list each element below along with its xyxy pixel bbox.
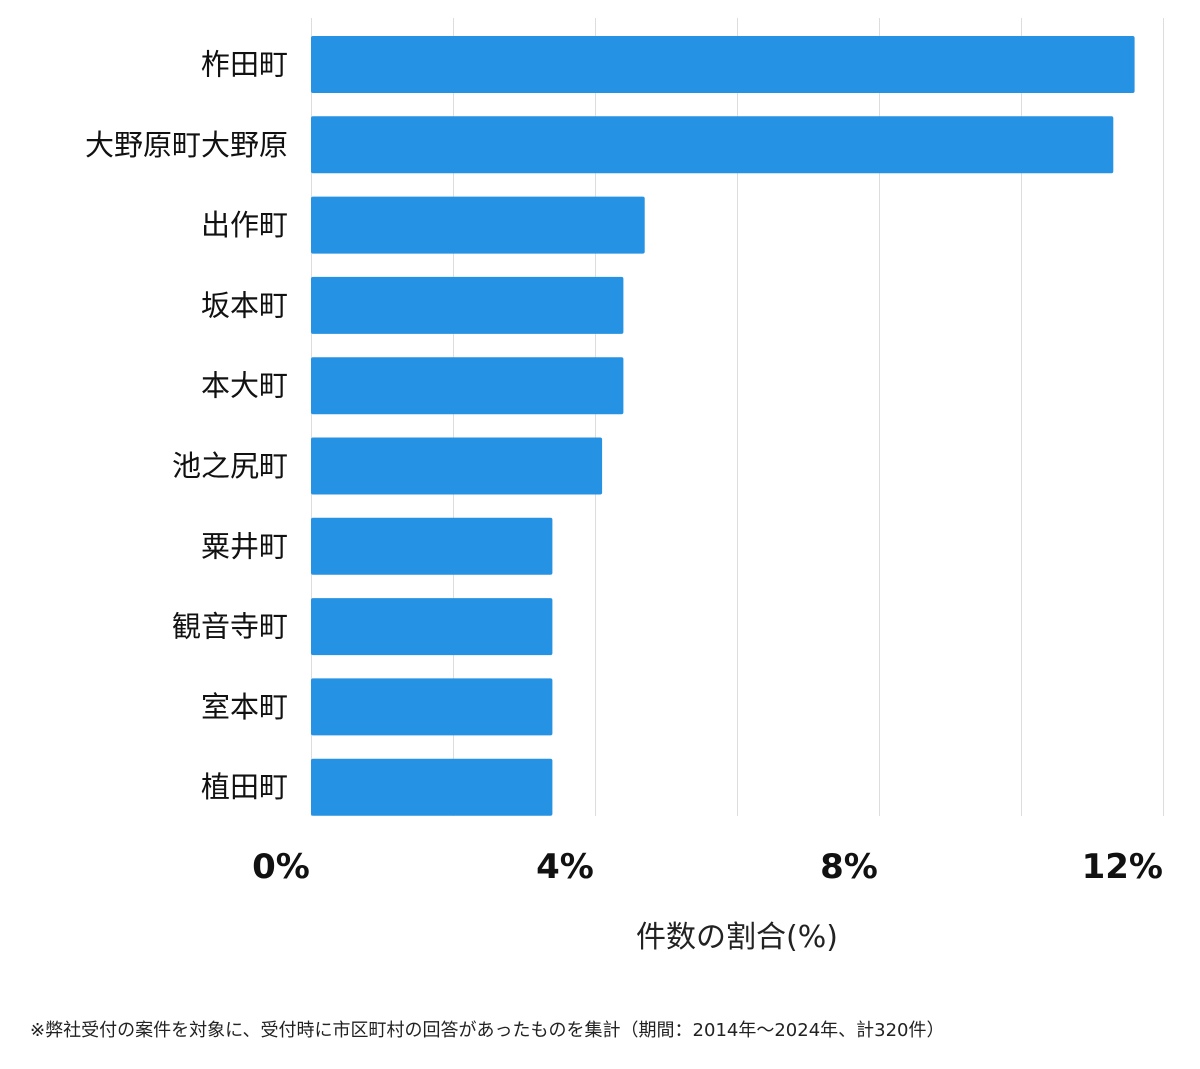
bar-5 [311,437,603,495]
bar-2 [311,196,645,254]
category-label-9: 植田町 [201,770,288,804]
category-label-0: 柞田町 [201,48,288,82]
bar-9 [311,758,553,816]
bar-1 [311,116,1114,174]
category-label-7: 観音寺町 [172,610,288,644]
category-label-3: 坂本町 [201,288,288,322]
bar-4 [311,357,624,415]
x-tick-label-2: 8% [820,847,878,887]
x-tick-label-0: 0% [252,847,310,887]
bar-6 [311,517,553,575]
bar-8 [311,678,553,736]
category-label-5: 池之尻町 [172,449,288,483]
category-label-4: 本大町 [201,369,288,403]
bar-7 [311,598,553,656]
bar-0 [311,36,1135,93]
category-label-8: 室本町 [201,690,288,724]
footnote: ※弊社受付の案件を対象に、受付時に市区町村の回答があったものを集計（期間：201… [30,1020,945,1041]
category-label-2: 出作町 [201,208,288,242]
x-axis-title: 件数の割合(%) [636,920,838,955]
x-tick-label-3: 12% [1082,847,1163,887]
x-tick-labels: 0% 4% 8% 12% [252,847,1163,887]
x-tick-label-1: 4% [536,847,594,887]
bar-3 [311,276,624,334]
bars [311,36,1135,816]
category-label-6: 粟井町 [201,529,288,563]
category-label-1: 大野原町大野原 [85,128,288,162]
